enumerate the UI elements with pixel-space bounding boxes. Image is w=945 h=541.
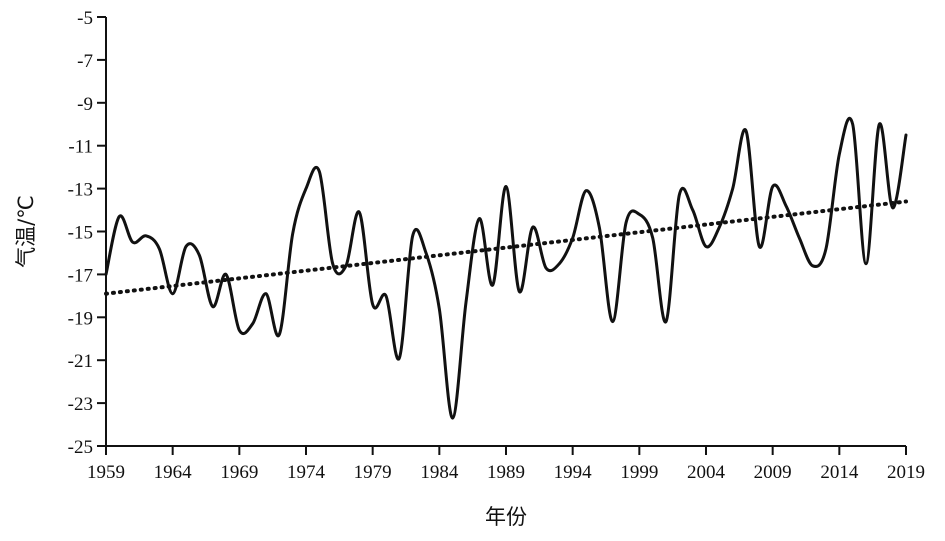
x-tick-label: 1979 — [354, 462, 392, 483]
x-tick-label: 1989 — [487, 462, 525, 483]
x-tick-label: 1969 — [220, 462, 258, 483]
x-tick-label: 1994 — [554, 462, 593, 483]
y-tick-label: -15 — [68, 223, 93, 244]
x-tick-label: 1959 — [87, 462, 125, 483]
x-tick-label: 2009 — [754, 462, 792, 483]
y-axis: -5 -7 -9 -11 -13 -15 -17 -19 -21 -23 -25 — [68, 8, 107, 458]
y-tick-label: -11 — [68, 137, 93, 158]
trend-line — [104, 199, 908, 296]
series-group — [104, 116, 908, 420]
x-tick-label: 1974 — [287, 462, 326, 483]
x-axis: 1959 1964 1969 1974 1979 1984 1989 1994 1999 2004… — [87, 445, 925, 483]
x-tick-label: 2019 — [887, 462, 925, 483]
y-tick-label: -23 — [68, 394, 93, 415]
y-tick-label: -13 — [68, 180, 93, 201]
x-tick-label: 1964 — [154, 462, 193, 483]
temperature-series-line — [104, 116, 908, 420]
x-axis-title: 年份 — [485, 505, 527, 529]
y-tick-label: -17 — [68, 265, 93, 286]
y-tick-label: -21 — [68, 351, 93, 372]
x-tick-label: 2004 — [687, 462, 726, 483]
y-tick-label: -9 — [77, 94, 93, 115]
y-axis-title: 气温/℃ — [14, 195, 38, 268]
y-tick-label: -25 — [68, 437, 93, 458]
y-tick-label: -19 — [68, 308, 93, 329]
y-tick-label: -5 — [77, 8, 93, 29]
x-tick-label: 1984 — [420, 462, 459, 483]
y-tick-label: -7 — [77, 51, 93, 72]
x-tick-label: 1999 — [620, 462, 658, 483]
x-tick-label: 2014 — [820, 462, 859, 483]
